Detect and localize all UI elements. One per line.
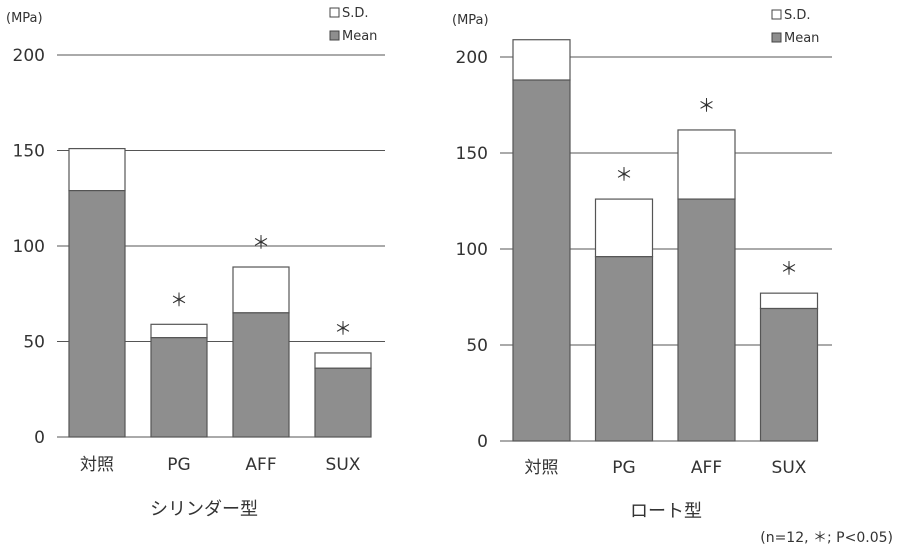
right-y-tick-label: 50: [466, 336, 488, 356]
right-mean-bar-2: [677, 198, 736, 442]
right-significance-marker: ＊: [698, 96, 716, 117]
right-mean-bar-3: [759, 307, 819, 442]
left-sd-bar-1: [150, 323, 208, 339]
left-y-axis-label: (MPa): [6, 11, 43, 26]
left-y-tick-label: 150: [13, 142, 45, 162]
left-y-tick-label: 100: [13, 237, 45, 257]
right-sd-bar-0: [512, 39, 571, 81]
right-sd-bar-3: [759, 292, 819, 310]
left-significance-marker: ＊: [170, 290, 188, 311]
right-sd-bar-1: [594, 198, 654, 258]
right-y-tick-label: 0: [477, 432, 488, 452]
left-legend-sd-label: S.D.: [342, 6, 369, 21]
left-significance-marker: ＊: [334, 319, 352, 340]
left-sd-bar-0: [68, 147, 126, 192]
right-y-tick-label: 100: [456, 240, 488, 260]
right-legend-mean-label: Mean: [784, 31, 819, 46]
left-legend-mean-swatch: [329, 30, 340, 41]
right-legend-sd-swatch: [771, 9, 782, 20]
footnote: (n=12, ＊; P<0.05): [760, 530, 893, 546]
left-y-tick-label: 50: [23, 333, 45, 353]
left-mean-bar-0: [68, 190, 126, 438]
left-significance-marker: ＊: [252, 233, 270, 254]
right-category-label: AFF: [691, 458, 722, 478]
left-category-label: 対照: [80, 455, 114, 475]
chart-title-left: シリンダー型: [150, 499, 258, 520]
left-mean-bar-1: [150, 337, 208, 438]
left-y-tick-label: 200: [13, 46, 45, 66]
left-category-label: AFF: [245, 455, 276, 475]
left-sd-bar-2: [232, 266, 290, 314]
right-category-label: 対照: [525, 458, 559, 478]
left-mean-bar-2: [232, 312, 290, 438]
right-significance-marker: ＊: [615, 165, 633, 186]
right-y-tick-label: 200: [456, 48, 488, 68]
right-legend-mean-swatch: [771, 32, 782, 43]
left-category-label: SUX: [326, 455, 361, 475]
chart-title-right: ロート型: [630, 501, 702, 522]
left-sd-bar-3: [314, 352, 372, 369]
right-mean-bar-1: [594, 256, 654, 442]
left-legend-sd-swatch: [329, 7, 340, 18]
right-legend-sd-label: S.D.: [784, 8, 811, 23]
right-y-axis-label: (MPa): [452, 13, 489, 28]
right-y-tick-label: 150: [456, 144, 488, 164]
left-legend-mean-label: Mean: [342, 29, 377, 44]
right-sd-bar-2: [677, 129, 736, 200]
left-mean-bar-3: [314, 367, 372, 438]
left-y-tick-label: 0: [34, 428, 45, 448]
right-category-label: PG: [612, 458, 635, 478]
right-significance-marker: ＊: [780, 259, 798, 280]
left-category-label: PG: [167, 455, 190, 475]
right-mean-bar-0: [512, 79, 571, 442]
right-category-label: SUX: [772, 458, 807, 478]
